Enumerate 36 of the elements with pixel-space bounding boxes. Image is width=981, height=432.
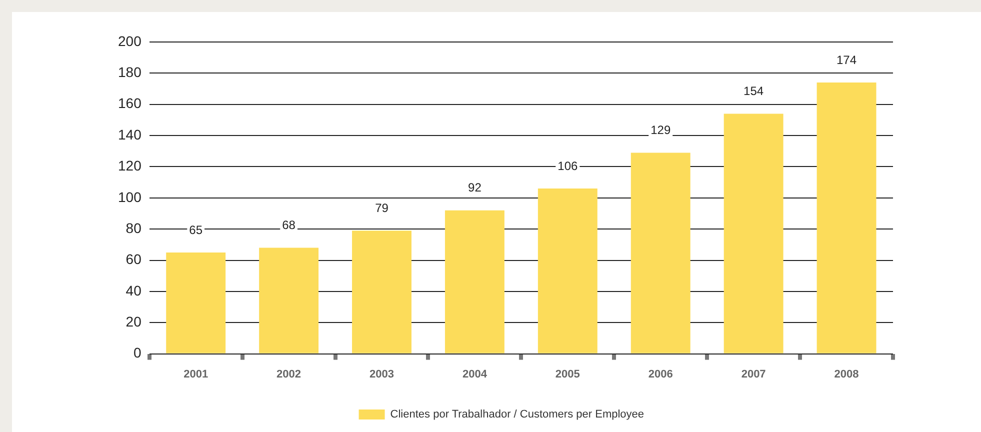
x-tick-label: 2005: [555, 368, 580, 380]
legend-label: Clientes por Trabalhador / Customers per Employee: [390, 408, 644, 421]
y-tick-label: 160: [118, 95, 142, 112]
bar: [816, 82, 876, 354]
data-label: 92: [468, 180, 482, 195]
y-tick-label: 140: [118, 126, 142, 142]
y-tick-label: 60: [126, 251, 142, 268]
y-tick-label: 0: [134, 344, 142, 361]
data-label: 68: [282, 218, 296, 232]
data-label: 154: [744, 84, 764, 98]
x-tick-label: 2001: [184, 368, 208, 380]
bar: [259, 248, 319, 354]
data-label: 174: [836, 52, 857, 67]
x-tick-label: 2008: [834, 368, 859, 380]
bar: [166, 252, 226, 354]
bar: [724, 114, 784, 354]
y-tick-label: 20: [126, 313, 142, 330]
data-label: 65: [189, 222, 203, 237]
data-label: 106: [558, 158, 578, 173]
y-tick-label: 80: [126, 220, 142, 236]
bar: [630, 152, 690, 354]
bar: [444, 210, 504, 354]
data-label: 79: [375, 200, 389, 215]
x-tick-label: 2004: [462, 368, 488, 380]
x-tick-label: 2003: [370, 368, 394, 380]
x-tick-label: 2002: [276, 368, 302, 380]
y-tick-label: 120: [118, 158, 142, 174]
y-tick-label: 200: [118, 32, 142, 49]
y-tick-label: 180: [118, 64, 142, 80]
x-tick-label: 2007: [741, 368, 766, 380]
x-tick-label: 2006: [648, 368, 673, 380]
bar: [352, 230, 412, 354]
y-tick-label: 100: [118, 188, 142, 205]
bar: [538, 188, 598, 354]
y-tick-label: 40: [126, 282, 142, 298]
data-label: 129: [650, 123, 671, 137]
